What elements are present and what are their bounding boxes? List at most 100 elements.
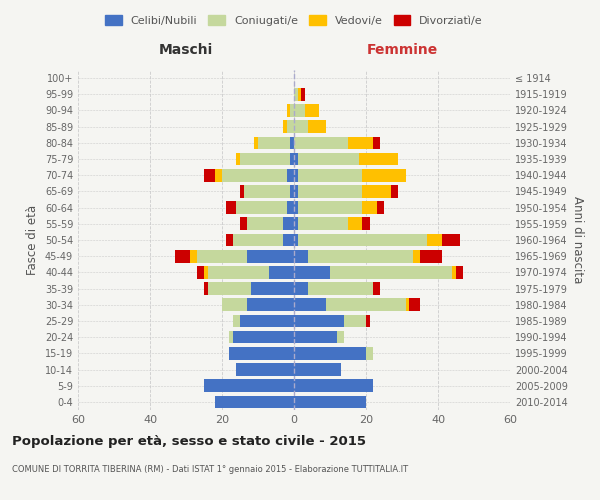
Bar bbox=[283, 120, 287, 133]
Bar bbox=[427, 234, 442, 246]
Bar bbox=[294, 347, 366, 360]
Bar bbox=[290, 185, 294, 198]
Bar bbox=[229, 347, 294, 360]
Bar bbox=[413, 250, 420, 262]
Bar bbox=[215, 396, 294, 408]
Bar bbox=[290, 104, 294, 117]
Text: Femmine: Femmine bbox=[367, 43, 437, 57]
Bar bbox=[247, 218, 283, 230]
Bar bbox=[294, 298, 326, 311]
Bar bbox=[456, 266, 463, 278]
Bar bbox=[294, 169, 298, 181]
Bar bbox=[287, 169, 294, 181]
Bar bbox=[294, 120, 308, 133]
Bar bbox=[208, 266, 269, 278]
Bar bbox=[298, 169, 362, 181]
Bar bbox=[258, 136, 290, 149]
Bar bbox=[348, 136, 373, 149]
Bar bbox=[294, 136, 348, 149]
Legend: Celibi/Nubili, Coniugati/e, Vedovi/e, Divorziatì/e: Celibi/Nubili, Coniugati/e, Vedovi/e, Di… bbox=[101, 10, 487, 30]
Bar bbox=[373, 136, 380, 149]
Bar bbox=[287, 202, 294, 214]
Bar bbox=[409, 298, 420, 311]
Text: Popolazione per età, sesso e stato civile - 2015: Popolazione per età, sesso e stato civil… bbox=[12, 435, 366, 448]
Bar bbox=[233, 331, 294, 344]
Bar bbox=[236, 363, 294, 376]
Bar bbox=[204, 266, 208, 278]
Bar bbox=[175, 250, 190, 262]
Bar bbox=[190, 250, 197, 262]
Bar bbox=[359, 152, 398, 166]
Bar bbox=[240, 314, 294, 328]
Bar bbox=[251, 282, 294, 295]
Bar bbox=[247, 298, 294, 311]
Bar bbox=[366, 347, 373, 360]
Bar bbox=[287, 120, 294, 133]
Bar bbox=[344, 314, 366, 328]
Bar bbox=[226, 234, 233, 246]
Bar bbox=[366, 314, 370, 328]
Bar bbox=[298, 202, 362, 214]
Bar bbox=[308, 120, 326, 133]
Bar bbox=[301, 88, 305, 101]
Bar bbox=[233, 314, 240, 328]
Bar bbox=[294, 396, 366, 408]
Bar bbox=[240, 152, 290, 166]
Bar bbox=[377, 202, 384, 214]
Bar bbox=[298, 234, 427, 246]
Bar bbox=[326, 298, 406, 311]
Bar bbox=[244, 185, 290, 198]
Bar bbox=[294, 363, 341, 376]
Bar bbox=[247, 250, 294, 262]
Bar bbox=[204, 282, 208, 295]
Bar bbox=[204, 169, 215, 181]
Bar bbox=[269, 266, 294, 278]
Bar bbox=[330, 266, 452, 278]
Bar bbox=[283, 234, 294, 246]
Bar bbox=[290, 136, 294, 149]
Bar bbox=[294, 234, 298, 246]
Bar bbox=[294, 282, 308, 295]
Bar bbox=[294, 380, 373, 392]
Bar bbox=[308, 282, 373, 295]
Bar bbox=[226, 202, 236, 214]
Bar bbox=[294, 104, 305, 117]
Bar bbox=[362, 169, 406, 181]
Y-axis label: Fasce di età: Fasce di età bbox=[26, 205, 39, 275]
Bar bbox=[222, 298, 247, 311]
Bar bbox=[420, 250, 442, 262]
Bar bbox=[222, 169, 287, 181]
Bar bbox=[298, 218, 348, 230]
Bar bbox=[298, 152, 359, 166]
Bar bbox=[215, 169, 222, 181]
Bar bbox=[452, 266, 456, 278]
Bar bbox=[254, 136, 258, 149]
Y-axis label: Anni di nascita: Anni di nascita bbox=[571, 196, 584, 284]
Bar bbox=[294, 185, 298, 198]
Bar bbox=[348, 218, 362, 230]
Bar bbox=[294, 331, 337, 344]
Bar bbox=[197, 250, 247, 262]
Bar bbox=[236, 202, 287, 214]
Bar bbox=[290, 152, 294, 166]
Bar bbox=[337, 331, 344, 344]
Bar bbox=[240, 218, 247, 230]
Bar bbox=[442, 234, 460, 246]
Bar bbox=[233, 234, 283, 246]
Bar bbox=[240, 185, 244, 198]
Text: Maschi: Maschi bbox=[159, 43, 213, 57]
Bar bbox=[229, 331, 233, 344]
Bar bbox=[294, 88, 298, 101]
Bar bbox=[294, 250, 308, 262]
Bar bbox=[294, 202, 298, 214]
Bar bbox=[197, 266, 204, 278]
Bar bbox=[406, 298, 409, 311]
Bar bbox=[294, 152, 298, 166]
Bar bbox=[236, 152, 240, 166]
Bar bbox=[294, 266, 330, 278]
Bar bbox=[305, 104, 319, 117]
Bar bbox=[298, 185, 362, 198]
Bar bbox=[308, 250, 413, 262]
Bar bbox=[391, 185, 398, 198]
Bar bbox=[373, 282, 380, 295]
